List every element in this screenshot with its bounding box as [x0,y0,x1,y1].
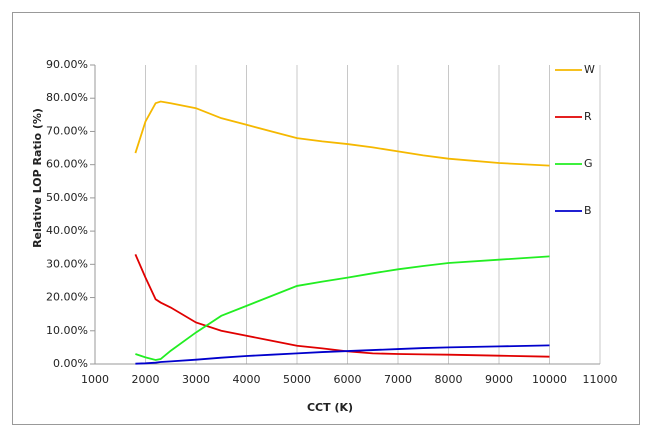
y-tick-label: 0.00% [53,357,88,370]
x-tick-label: 3000 [182,373,210,386]
x-tick-label: 2000 [132,373,160,386]
y-tick-label: 40.00% [46,224,88,237]
x-tick-label: 5000 [283,373,311,386]
y-tick-label: 60.00% [46,158,88,171]
series-line [134,100,550,167]
x-tick-label: 11000 [583,373,618,386]
y-tick-label: 30.00% [46,257,88,270]
y-tick-label: 10.00% [46,324,88,337]
y-tick-label: 50.00% [46,191,88,204]
x-tick-label: 7000 [384,373,412,386]
y-tick-label: 90.00% [46,58,88,71]
series-line [135,255,550,361]
y-tick-label: 80.00% [46,91,88,104]
legend-label: W [584,63,595,76]
y-axis-label: Relative LOP Ratio (%) [31,108,44,248]
x-tick-label: 9000 [485,373,513,386]
legend-label: R [584,110,592,123]
series-line [134,254,550,358]
series-line [135,344,550,365]
x-tick-label: 1000 [81,373,109,386]
y-tick-label: 70.00% [46,124,88,137]
x-tick-label: 10000 [532,373,567,386]
legend-label: B [584,204,592,217]
x-tick-label: 8000 [435,373,463,386]
x-tick-label: 6000 [334,373,362,386]
legend-label: G [584,157,593,170]
x-tick-label: 4000 [233,373,261,386]
y-tick-label: 20.00% [46,291,88,304]
x-axis-label: CCT (K) [307,401,353,414]
chart-frame [12,12,640,425]
